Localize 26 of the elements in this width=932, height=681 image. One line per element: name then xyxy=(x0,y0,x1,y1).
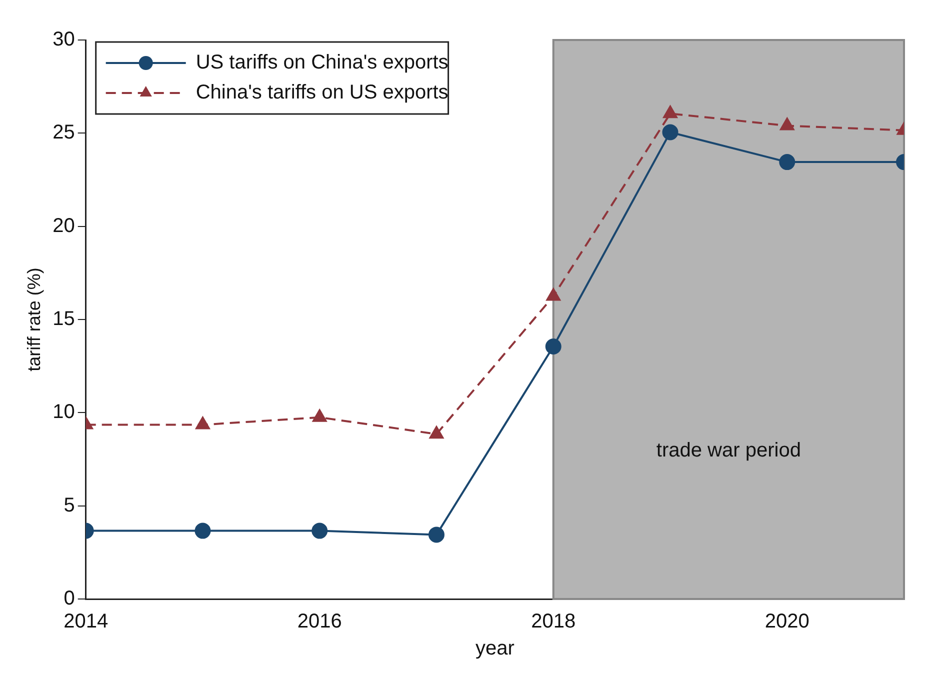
point xyxy=(196,416,210,430)
x-tick-label: 2016 xyxy=(297,610,342,633)
point xyxy=(429,426,444,439)
point xyxy=(663,106,678,118)
x-tick-label: 2020 xyxy=(764,610,810,633)
y-tick-label: 0 xyxy=(64,588,75,610)
point xyxy=(312,522,328,539)
x-axis-title: year xyxy=(475,638,515,660)
band-label: trade war period xyxy=(656,439,801,462)
legend-label: China's tariffs on US exports xyxy=(196,82,448,104)
y-tick-label: 15 xyxy=(52,308,75,330)
point xyxy=(428,526,444,543)
y-tick-label: 5 xyxy=(64,494,75,516)
y-tick-label: 20 xyxy=(52,214,75,237)
legend-label: US tariffs on China's exports xyxy=(196,52,448,74)
y-tick-label: 30 xyxy=(52,28,75,51)
y-axis-title: tariff rate (%) xyxy=(24,268,44,372)
point xyxy=(780,118,794,130)
point xyxy=(312,409,327,422)
point xyxy=(194,522,211,539)
x-tick-label: 2018 xyxy=(531,610,576,633)
x-tick-label: 2014 xyxy=(64,610,108,633)
point xyxy=(546,288,560,301)
y-tick-label: 25 xyxy=(52,122,75,144)
y-tick-label: 10 xyxy=(52,401,75,424)
point xyxy=(545,338,562,355)
